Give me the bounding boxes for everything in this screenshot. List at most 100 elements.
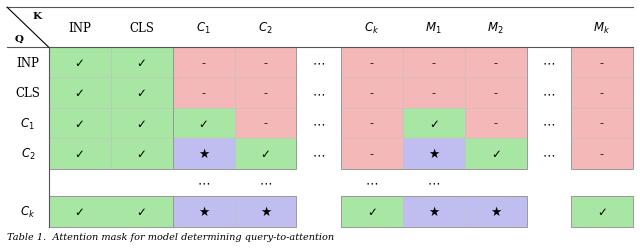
Text: $\cdots$: $\cdots$: [427, 176, 440, 189]
Bar: [111, 108, 173, 139]
Bar: [173, 196, 234, 227]
Bar: [49, 196, 173, 227]
Bar: [340, 139, 403, 169]
Text: ✓: ✓: [491, 147, 500, 160]
Text: Table 1.  Attention mask for model determining query-to-attention: Table 1. Attention mask for model determ…: [7, 232, 334, 241]
Text: $\cdots$: $\cdots$: [542, 56, 556, 70]
Bar: [49, 78, 111, 108]
Text: ✓: ✓: [136, 147, 147, 160]
Text: ✓: ✓: [75, 117, 84, 130]
Bar: [465, 48, 527, 78]
Text: ✓: ✓: [75, 56, 84, 70]
Text: $M_k$: $M_k$: [593, 20, 611, 36]
Text: $\cdots$: $\cdots$: [312, 147, 325, 160]
Bar: [571, 78, 633, 108]
Text: $C_k$: $C_k$: [364, 20, 380, 36]
Bar: [49, 139, 111, 169]
Text: $\cdots$: $\cdots$: [312, 117, 325, 130]
Text: K: K: [33, 12, 42, 22]
Text: ✓: ✓: [429, 117, 438, 130]
Text: $C_1$: $C_1$: [196, 20, 211, 36]
Text: ✓: ✓: [260, 147, 271, 160]
Text: -: -: [202, 56, 205, 70]
Text: -: -: [264, 87, 268, 100]
Bar: [403, 48, 465, 78]
Text: $\cdots$: $\cdots$: [365, 176, 378, 189]
Bar: [173, 48, 234, 78]
Text: -: -: [432, 56, 436, 70]
Bar: [111, 196, 173, 227]
Bar: [403, 108, 465, 139]
Bar: [340, 78, 403, 108]
Text: -: -: [264, 117, 268, 130]
Text: INP: INP: [68, 22, 91, 35]
Text: ✓: ✓: [136, 205, 147, 218]
Bar: [234, 139, 296, 169]
Text: $\cdots$: $\cdots$: [542, 147, 556, 160]
Bar: [234, 196, 296, 227]
Bar: [465, 108, 527, 139]
Bar: [465, 78, 527, 108]
Bar: [234, 78, 296, 108]
Bar: [340, 108, 403, 139]
Text: $M_2$: $M_2$: [488, 20, 504, 36]
Bar: [340, 196, 403, 227]
Bar: [111, 78, 173, 108]
Text: CLS: CLS: [15, 87, 40, 100]
Bar: [173, 78, 234, 108]
Text: -: -: [370, 56, 374, 70]
Text: ★: ★: [428, 205, 439, 218]
Text: $\cdots$: $\cdots$: [312, 56, 325, 70]
Text: $M_1$: $M_1$: [426, 20, 442, 36]
Text: ✓: ✓: [198, 117, 209, 130]
Text: -: -: [600, 117, 604, 130]
Bar: [571, 108, 633, 139]
Text: -: -: [600, 87, 604, 100]
Text: -: -: [370, 87, 374, 100]
Text: $C_k$: $C_k$: [20, 204, 35, 219]
Text: $\cdots$: $\cdots$: [312, 87, 325, 100]
Text: -: -: [264, 56, 268, 70]
Bar: [571, 139, 633, 169]
Text: -: -: [600, 56, 604, 70]
Text: ✓: ✓: [75, 205, 84, 218]
Bar: [571, 48, 633, 169]
Text: $\cdots$: $\cdots$: [259, 176, 272, 189]
Text: $\cdots$: $\cdots$: [542, 87, 556, 100]
Text: -: -: [493, 87, 498, 100]
Bar: [571, 48, 633, 78]
Text: ★: ★: [198, 205, 209, 218]
Text: ★: ★: [428, 147, 439, 160]
Bar: [234, 108, 296, 139]
Bar: [403, 78, 465, 108]
Bar: [111, 48, 173, 78]
Bar: [340, 48, 403, 78]
Text: ✓: ✓: [75, 147, 84, 160]
Text: -: -: [493, 56, 498, 70]
Bar: [173, 196, 296, 227]
Bar: [49, 48, 173, 169]
Bar: [403, 196, 465, 227]
Bar: [111, 139, 173, 169]
Text: ✓: ✓: [136, 117, 147, 130]
Text: -: -: [432, 87, 436, 100]
Bar: [571, 196, 633, 227]
Bar: [234, 48, 296, 78]
Text: -: -: [370, 147, 374, 160]
Text: $C_2$: $C_2$: [258, 20, 273, 36]
Bar: [571, 196, 633, 227]
Text: ✓: ✓: [136, 87, 147, 100]
Bar: [49, 108, 111, 139]
Text: -: -: [600, 147, 604, 160]
Text: ★: ★: [198, 147, 209, 160]
Bar: [49, 196, 111, 227]
Bar: [340, 48, 527, 169]
Text: ★: ★: [490, 205, 501, 218]
Text: -: -: [370, 117, 374, 130]
Bar: [465, 196, 527, 227]
Text: ✓: ✓: [367, 205, 377, 218]
Bar: [340, 196, 527, 227]
Text: INP: INP: [17, 56, 39, 70]
Text: $C_1$: $C_1$: [20, 116, 35, 131]
Bar: [49, 48, 111, 78]
